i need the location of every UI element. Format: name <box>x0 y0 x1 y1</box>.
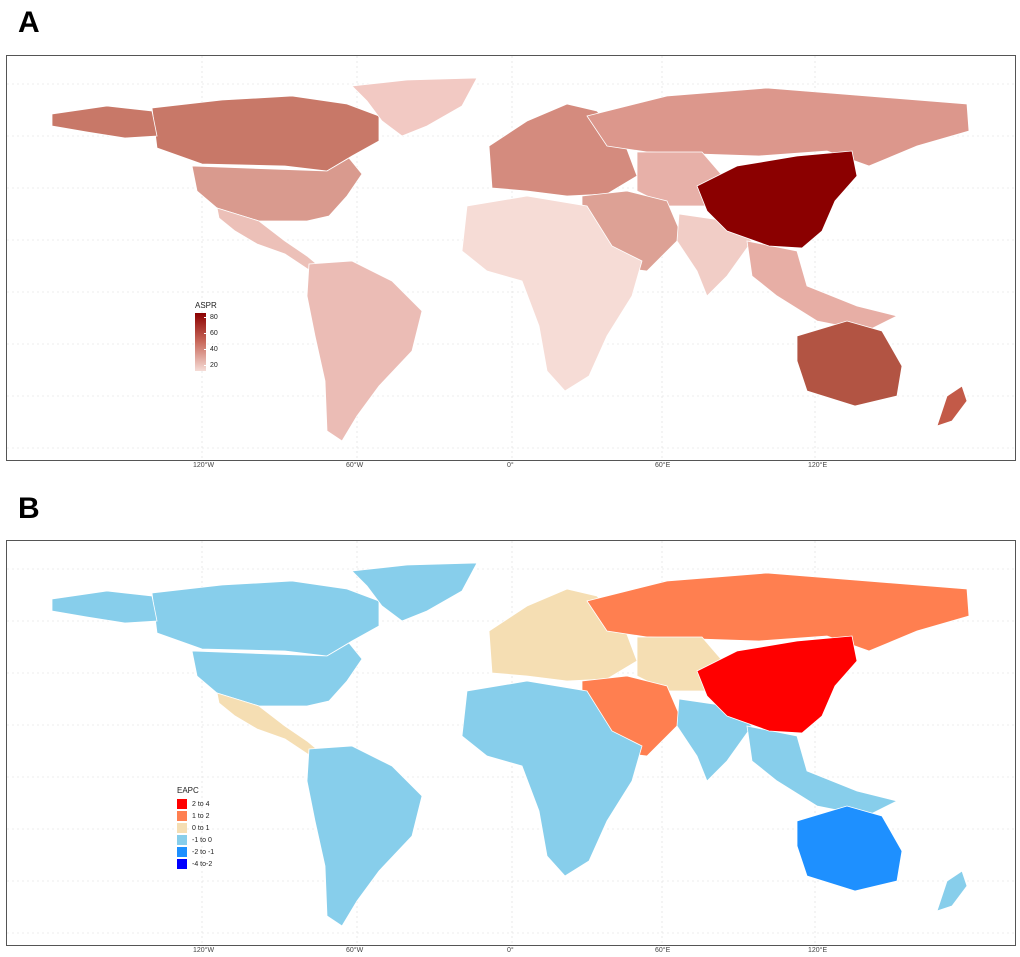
region-new-zealand <box>936 385 968 427</box>
axis-a-tick-120w: 120°W <box>193 462 215 469</box>
eapc-swatch-0 <box>177 799 187 809</box>
region-usa <box>191 642 363 707</box>
region-africa <box>461 680 643 877</box>
region-greenland <box>351 562 478 622</box>
eapc-legend-title: EAPC <box>177 786 199 795</box>
region-alaska <box>51 590 158 624</box>
region-africa <box>461 195 643 392</box>
eapc-legend: EAPC 2 to 4 1 to 2 0 to 1 -1 to 0 -2 to … <box>177 786 214 870</box>
aspr-tick-80: 80 <box>210 314 218 321</box>
region-china <box>696 635 858 734</box>
region-southeast-asia <box>746 240 899 332</box>
region-china <box>696 150 858 249</box>
aspr-tick-20: 20 <box>210 362 218 369</box>
world-map-a <box>7 56 1015 460</box>
axis-b-tick-120w: 120°W <box>193 947 215 954</box>
panel-b-letter: B <box>18 492 40 525</box>
eapc-legend-item: -4 to-2 <box>177 858 214 870</box>
eapc-legend-item: 0 to 1 <box>177 822 214 834</box>
eapc-swatch-5 <box>177 859 187 869</box>
eapc-legend-item: -2 to -1 <box>177 846 214 858</box>
region-south-america <box>306 745 423 927</box>
axis-a-tick-0: 0° <box>507 462 514 469</box>
aspr-legend: ASPR 80 60 40 20 <box>195 301 218 371</box>
aspr-colorbar: 80 60 40 20 <box>195 313 218 371</box>
region-new-zealand <box>936 870 968 912</box>
panel-b-map: EAPC 2 to 4 1 to 2 0 to 1 -1 to 0 -2 to … <box>6 540 1016 946</box>
axis-b-tick-0: 0° <box>507 947 514 954</box>
region-south-america <box>306 260 423 442</box>
aspr-gradient-bar <box>195 313 206 371</box>
axis-b-tick-120e: 120°E <box>808 947 828 954</box>
region-alaska <box>51 105 158 139</box>
aspr-tick-40: 40 <box>210 346 218 353</box>
eapc-swatch-4 <box>177 847 187 857</box>
region-canada <box>151 580 380 657</box>
region-greenland <box>351 77 478 137</box>
region-canada <box>151 95 380 172</box>
panel-a-map: ASPR 80 60 40 20 <box>6 55 1016 461</box>
eapc-swatch-2 <box>177 823 187 833</box>
region-usa <box>191 157 363 222</box>
eapc-legend-item: 2 to 4 <box>177 798 214 810</box>
axis-a-tick-60e: 60°E <box>655 462 671 469</box>
eapc-legend-item: -1 to 0 <box>177 834 214 846</box>
axis-a-tick-60w: 60°W <box>346 462 364 469</box>
axis-b-tick-60e: 60°E <box>655 947 671 954</box>
axis-b-tick-60w: 60°W <box>346 947 364 954</box>
aspr-tick-60: 60 <box>210 330 218 337</box>
region-australia <box>796 805 903 892</box>
panel-a-letter: A <box>18 6 40 39</box>
region-southeast-asia <box>746 725 899 817</box>
eapc-swatch-1 <box>177 811 187 821</box>
axis-a-tick-120e: 120°E <box>808 462 828 469</box>
world-map-b <box>7 541 1015 945</box>
eapc-legend-item: 1 to 2 <box>177 810 214 822</box>
region-australia <box>796 320 903 407</box>
aspr-legend-title: ASPR <box>195 301 217 310</box>
eapc-swatch-3 <box>177 835 187 845</box>
